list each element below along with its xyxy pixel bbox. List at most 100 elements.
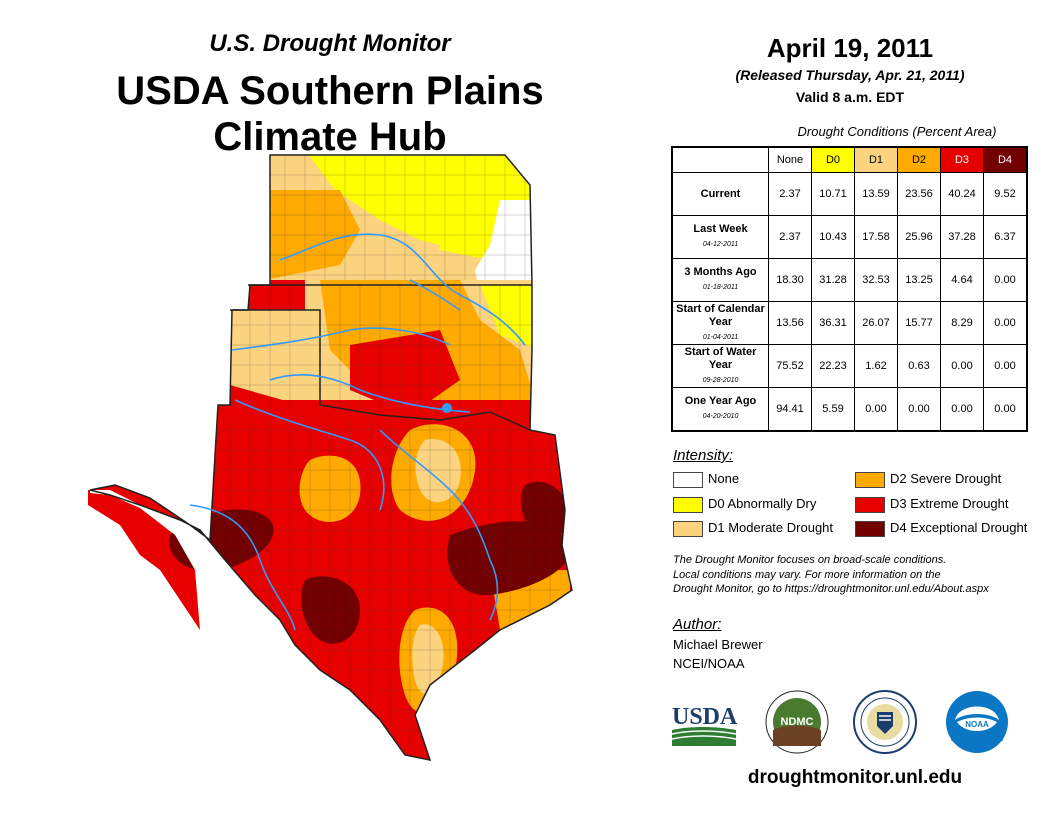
table-row-3-months-ago: 3 Months Ago 01-18-2011 18.30 31.28 32.53… <box>671 258 1028 302</box>
table-cell: 1.62 <box>854 344 898 388</box>
row-label: Start of Calendar Year 01-04-2011 <box>671 301 769 345</box>
commerce-seal-logo <box>853 690 917 754</box>
legend-label: D2 Severe Drought <box>890 471 1002 486</box>
map-title-line2: Climate Hub <box>213 115 447 159</box>
row-label-text: Start of Calendar Year <box>676 302 765 328</box>
row-date: 09-28-2010 <box>702 376 739 384</box>
website-url: droughtmonitor.unl.edu <box>747 767 963 788</box>
note-line: Drought Monitor, go to https://droughtmo… <box>673 583 989 595</box>
map-subtitle: U.S. Drought Monitor <box>209 30 451 57</box>
legend-item-d1: D1 Moderate Drought <box>673 519 833 537</box>
author-org: NCEI/NOAA <box>673 656 745 671</box>
drought-map <box>88 154 573 761</box>
table-corner <box>672 147 769 173</box>
legend-item-d3: D3 Extreme Drought <box>855 495 1009 513</box>
column-header-d4: D4 <box>983 146 1028 173</box>
table-row-one-year-ago: One Year Ago 04-20-2010 94.41 5.59 0.00 0… <box>671 387 1028 432</box>
legend-label: D1 Moderate Drought <box>708 520 834 535</box>
table-row-start-of-water-year: Start of Water Year 09-28-2010 75.52 22.2… <box>671 344 1028 388</box>
legend-item-d2: D2 Severe Drought <box>855 470 1001 488</box>
column-header-d3: D3 <box>940 146 984 173</box>
row-label-text: Last Week <box>693 223 748 235</box>
valid-time: Valid 8 a.m. EDT <box>795 89 905 105</box>
map-title: USDA Southern Plains Climate Hub <box>60 68 600 160</box>
column-header-d0: D0 <box>811 146 855 173</box>
table-cell: 32.53 <box>854 258 898 302</box>
table-cell: 37.28 <box>940 215 984 259</box>
table-cell: 8.29 <box>940 301 984 345</box>
table-row-start-of-calendar-year: Start of Calendar Year 01-04-2011 13.56 3… <box>671 301 1028 345</box>
row-label-text: Start of Water Year <box>684 345 757 371</box>
table-cell: 0.00 <box>854 387 898 432</box>
table-header-row: None D0 D1 D2 D3 D4 <box>672 146 1028 173</box>
row-label-text: Current <box>700 187 741 200</box>
drought-conditions-table: None D0 D1 D2 D3 D4 Current 2.37 10.71 1… <box>671 146 1028 432</box>
table-cell: 2.37 <box>768 215 812 259</box>
row-label: 3 Months Ago 01-18-2011 <box>671 258 769 302</box>
table-row-current: Current 2.37 10.71 13.59 23.56 40.24 9.5… <box>671 172 1028 216</box>
legend-item-d4: D4 Exceptional Drought <box>855 519 1027 537</box>
row-label: One Year Ago 04-20-2010 <box>671 387 769 432</box>
table-cell: 40.24 <box>940 172 984 216</box>
table-cell: 0.00 <box>983 387 1028 432</box>
row-date: 04-12-2011 <box>702 241 739 248</box>
legend-title: Intensity: <box>673 447 734 464</box>
table-cell: 18.30 <box>768 258 812 302</box>
table-cell: 4.64 <box>940 258 984 302</box>
table-cell: 25.96 <box>897 215 941 259</box>
legend-item-none: None <box>673 470 739 488</box>
legend-swatch <box>855 496 885 513</box>
table-cell: 0.00 <box>983 258 1028 302</box>
table-cell: 17.58 <box>854 215 898 259</box>
table-cell: 0.00 <box>940 387 984 432</box>
table-cell: 10.71 <box>811 172 855 216</box>
row-label: Last Week 04-12-2011 <box>671 215 769 259</box>
table-cell: 36.31 <box>811 301 855 345</box>
legend-swatch <box>673 520 703 537</box>
legend-label: D3 Extreme Drought <box>890 496 1009 511</box>
usda-logo-text: USDA <box>672 704 738 730</box>
legend-swatch <box>673 471 703 488</box>
table-cell: 15.77 <box>897 301 941 345</box>
table-cell: 13.56 <box>768 301 812 345</box>
legend-swatch <box>855 471 885 488</box>
table-row-last-week: Last Week 04-12-2011 2.37 10.43 17.58 25.… <box>671 215 1028 259</box>
author-name: Michael Brewer <box>673 637 763 652</box>
row-date: 04-20-2010 <box>702 413 739 420</box>
map-title-line1: USDA Southern Plains <box>116 69 544 113</box>
table-cell: 2.37 <box>768 172 812 216</box>
table-caption: Drought Conditions (Percent Area) <box>797 124 997 139</box>
table-cell: 6.37 <box>983 215 1028 259</box>
column-header-d1: D1 <box>854 146 898 173</box>
note-line: Local conditions may vary. For more info… <box>673 568 941 581</box>
table-cell: 0.00 <box>983 301 1028 345</box>
table-cell: 22.23 <box>811 344 855 388</box>
map-date: April 19, 2011 <box>766 33 934 63</box>
legend-item-d0: D0 Abnormally Dry <box>673 495 816 513</box>
table-cell: 0.00 <box>940 344 984 388</box>
table-cell: 9.52 <box>983 172 1028 216</box>
row-label-text: One Year Ago <box>684 395 757 407</box>
row-label: Current <box>671 172 769 216</box>
row-date: 01-18-2011 <box>702 284 739 291</box>
legend-label: D4 Exceptional Drought <box>890 520 1028 535</box>
table-cell: 13.25 <box>897 258 941 302</box>
legend-label: None <box>708 471 740 486</box>
row-label: Start of Water Year 09-28-2010 <box>671 344 769 388</box>
release-date: (Released Thursday, Apr. 21, 2011) <box>735 67 965 83</box>
table-cell: 10.43 <box>811 215 855 259</box>
table-cell: 5.59 <box>811 387 855 432</box>
legend-label: D0 Abnormally Dry <box>708 496 817 511</box>
table-cell: 13.59 <box>854 172 898 216</box>
author-title: Author: <box>673 616 722 633</box>
row-date: 01-04-2011 <box>702 333 739 341</box>
table-cell: 0.00 <box>897 387 941 432</box>
ndmc-logo: NDMC <box>765 690 829 754</box>
table-cell: 31.28 <box>811 258 855 302</box>
note-line: The Drought Monitor focuses on broad-sca… <box>673 554 947 566</box>
ndmc-logo-text: NDMC <box>781 716 814 728</box>
legend-swatch <box>673 496 703 513</box>
table-cell: 0.00 <box>983 344 1028 388</box>
table-cell: 0.63 <box>897 344 941 388</box>
table-cell: 23.56 <box>897 172 941 216</box>
